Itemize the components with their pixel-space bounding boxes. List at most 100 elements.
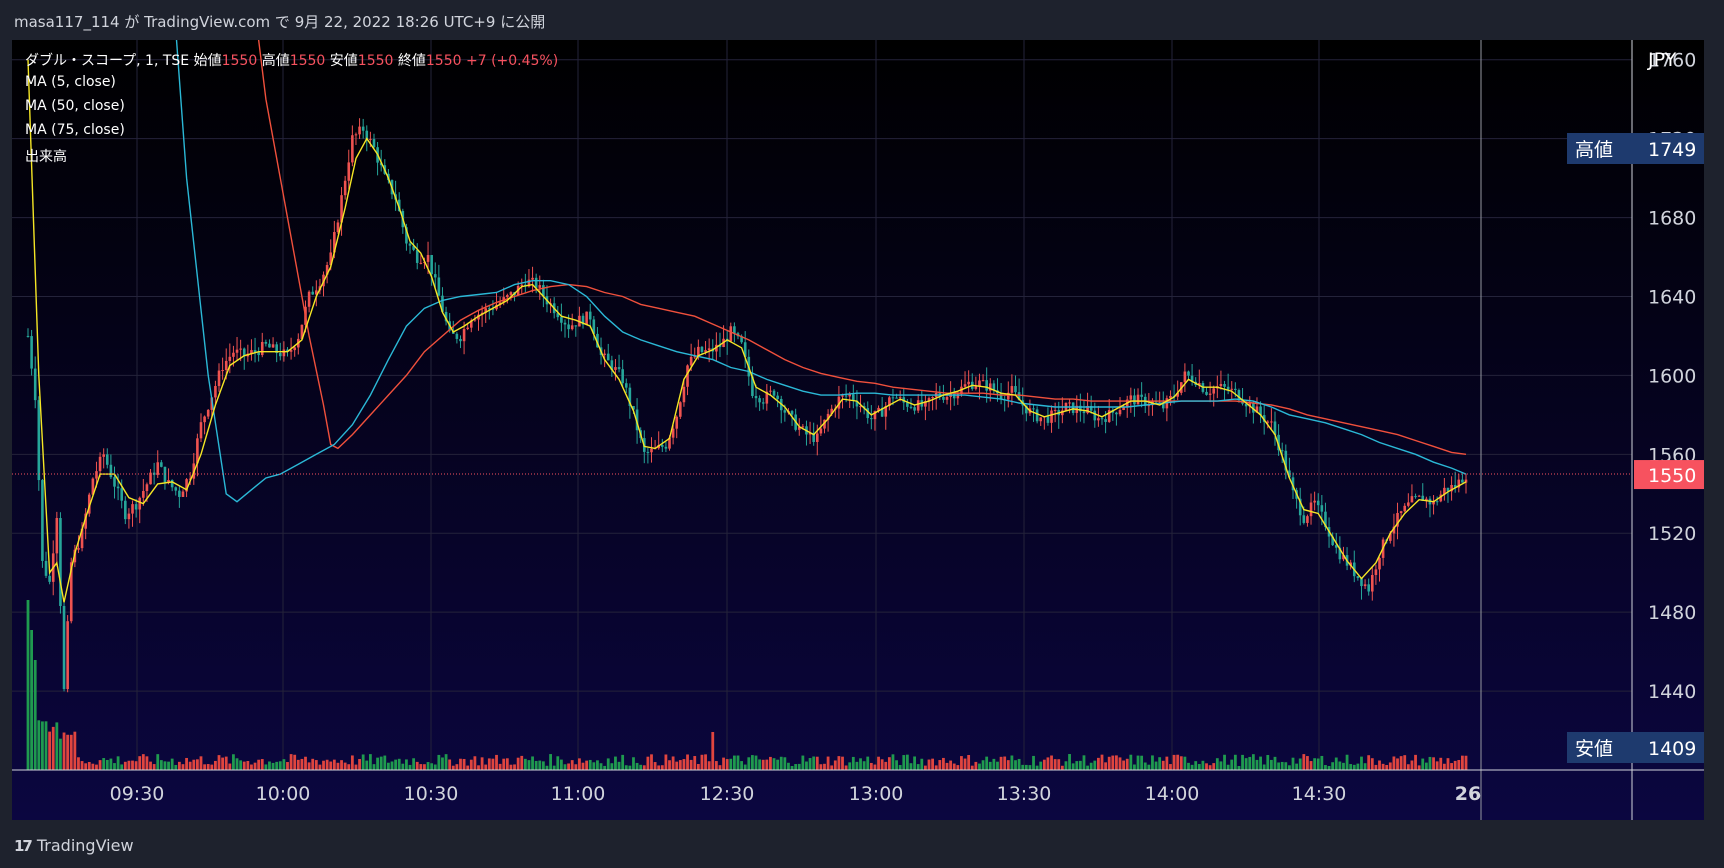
volume-bar-122: [466, 765, 470, 770]
volume-bar-189: [707, 761, 711, 770]
candle-body-215: [801, 426, 805, 428]
volume-bar-299: [1104, 762, 1107, 770]
low-marker-value: 1409: [1648, 738, 1696, 760]
volume-bar-229: [851, 756, 855, 770]
volume-bar-384: [1410, 760, 1414, 770]
candle-body-386: [1417, 495, 1421, 497]
legend-symbol-row[interactable]: ダブル・スコープ, 1, TSE 始値1550 高値1550 安値1550 終値…: [25, 50, 558, 70]
volume-bar-347: [1277, 762, 1280, 770]
legend-volume[interactable]: 出来高: [25, 149, 67, 165]
legend-high-value: 1550: [289, 53, 326, 69]
publish-info-text: masa117_114 が TradingView.com で 9月 22, 2…: [14, 13, 546, 31]
time-axis[interactable]: 09:30 10:00 10:30 11:00 12:30 13:00 13:30 14:00…: [110, 783, 1482, 805]
volume-bar-77: [304, 756, 307, 770]
volume-bar-8: [55, 722, 59, 770]
volume-bar-196: [732, 755, 736, 770]
candle-body-392: [1439, 494, 1443, 502]
high-marker-bg: [1567, 133, 1704, 164]
volume-bar-321: [1183, 756, 1187, 770]
volume-bar-10: [62, 732, 66, 770]
x-tick-label-2: 10:30: [404, 783, 459, 805]
candle-body-280: [1035, 409, 1039, 422]
legend-low-value: 1550: [357, 53, 394, 69]
legend-ma50[interactable]: MA (50, close): [25, 98, 125, 114]
volume-bar-332: [1223, 754, 1226, 770]
volume-bar-298: [1100, 754, 1104, 770]
volume-bar-349: [1284, 762, 1288, 770]
candle-body-48: [199, 422, 203, 439]
volume-bar-385: [1414, 754, 1417, 770]
volume-bar-101: [390, 761, 394, 770]
volume-bar-337: [1241, 754, 1244, 770]
volume-bar-13: [73, 731, 77, 770]
volume-bar-51: [210, 764, 214, 770]
volume-bar-383: [1406, 764, 1410, 770]
volume-bar-149: [563, 764, 567, 770]
volume-bar-68: [271, 762, 275, 770]
y-tick-label-0: 1440: [1648, 681, 1696, 703]
candle-body-6: [48, 575, 51, 582]
volume-bar-184: [689, 759, 693, 770]
candle-body-39: [167, 480, 170, 483]
legend-ma75[interactable]: MA (75, close): [25, 122, 125, 138]
volume-bar-326: [1201, 760, 1205, 770]
volume-bar-289: [1068, 754, 1071, 770]
volume-bar-130: [495, 754, 498, 770]
volume-bar-214: [797, 763, 801, 770]
volume-bar-355: [1306, 756, 1309, 770]
volume-bar-398: [1460, 755, 1464, 770]
candle-body-184: [689, 356, 693, 366]
volume-bar-28: [127, 760, 131, 770]
volume-bar-165: [621, 754, 625, 770]
candle-body-33: [145, 484, 149, 492]
volume-bar-314: [1158, 757, 1162, 770]
volume-bar-148: [559, 759, 563, 770]
x-tick-label-5: 13:00: [849, 783, 904, 805]
volume-bar-304: [1122, 760, 1126, 770]
candle-body-367: [1349, 562, 1352, 566]
volume-bar-19: [95, 764, 98, 770]
candle-body-85: [333, 232, 336, 253]
candle-body-293: [1082, 411, 1086, 414]
volume-bar-211: [787, 762, 790, 770]
candle-body-218: [812, 432, 815, 442]
volume-bar-290: [1071, 763, 1075, 770]
candle-body-90: [351, 135, 354, 163]
candle-body-187: [700, 346, 704, 352]
candle-body-212: [790, 411, 794, 415]
volume-bar-47: [195, 759, 199, 770]
candle-body-41: [174, 487, 178, 491]
volume-bar-207: [772, 758, 776, 770]
candle-body-80: [315, 290, 318, 295]
candle-body-16: [84, 513, 87, 529]
ma5-line: [27, 59, 1467, 603]
candle-body-59: [239, 348, 242, 350]
volume-bar-262: [970, 765, 974, 770]
candle-body-321: [1183, 371, 1187, 383]
candle-body-390: [1432, 501, 1435, 505]
candle-body-5: [44, 560, 48, 576]
candle-body-74: [293, 347, 296, 351]
legend-ma5[interactable]: MA (5, close): [25, 74, 116, 90]
volume-bar-224: [833, 760, 837, 770]
volume-bar-288: [1064, 761, 1068, 770]
candle-body-140: [531, 277, 534, 280]
candle-body-173: [650, 448, 653, 453]
x-tick-label-0: 09:30: [110, 783, 165, 805]
candle-body-290: [1071, 402, 1075, 413]
candle-body-11: [66, 621, 69, 690]
volume-bar-44: [185, 757, 188, 770]
candle-body-62: [250, 350, 253, 354]
candle-body-268: [992, 383, 996, 391]
candle-body-353: [1298, 498, 1302, 516]
candle-body-52: [214, 385, 217, 398]
volume-bar-266: [985, 756, 989, 770]
high-marker-label: 高値: [1575, 139, 1613, 161]
brand[interactable]: 17 TradingView: [14, 836, 134, 855]
candle-body-65: [260, 341, 264, 356]
candle-body-4: [41, 480, 44, 561]
candle-body-93: [361, 126, 365, 131]
candle-body-362: [1331, 536, 1334, 546]
volume-bar-291: [1075, 761, 1079, 770]
